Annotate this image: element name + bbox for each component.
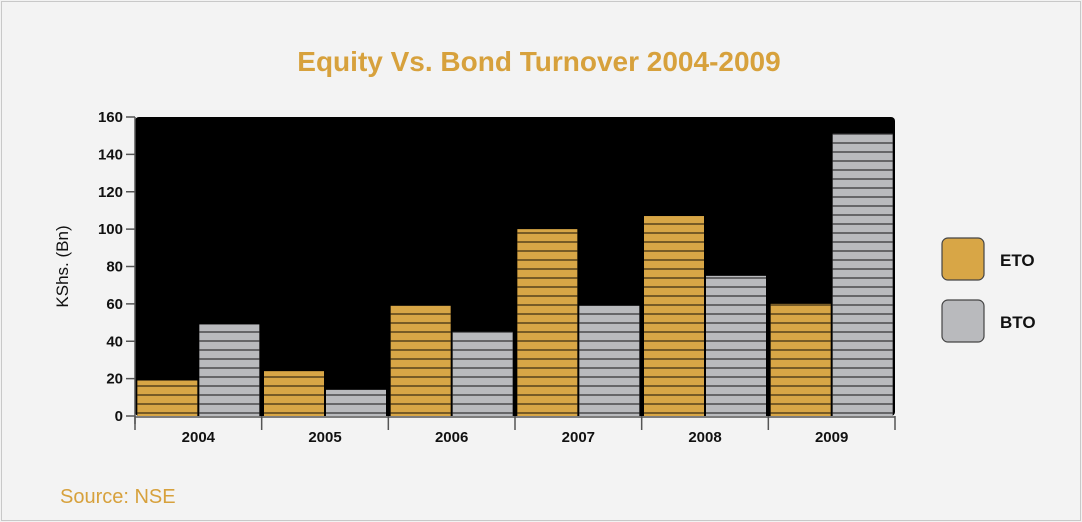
y-tick-label-160: 160 — [98, 109, 123, 126]
y-tick-label-80: 80 — [106, 259, 123, 276]
y-tick-label-40: 40 — [106, 333, 123, 350]
chart-title: Equity Vs. Bond Turnover 2004-2009 — [297, 46, 781, 77]
plot-area — [135, 117, 895, 416]
legend-swatch-bto — [941, 299, 985, 343]
bar-stripes-eto-2004 — [137, 380, 198, 416]
bars-group — [137, 133, 893, 416]
x-axis: 2004 2005 2006 2007 2008 2009 — [134, 416, 896, 446]
bar-stripes-eto-2005 — [264, 371, 324, 416]
x-tick-label-2007: 2007 — [562, 429, 595, 446]
bar-stripes-bto-2008 — [706, 275, 766, 416]
bar-stripes-bto-2009 — [832, 133, 893, 416]
y-tick-label-100: 100 — [98, 221, 123, 238]
y-axis: 0 20 40 60 80 100 120 140 160 — [98, 109, 136, 425]
x-tick-label-2006: 2006 — [435, 429, 468, 446]
legend-label-eto: ETO — [1000, 251, 1035, 270]
y-tick-label-0: 0 — [115, 408, 123, 425]
y-tick-label-140: 140 — [98, 146, 123, 163]
x-tick-label-2008: 2008 — [688, 429, 721, 446]
y-axis-label: KShs. (Bn) — [53, 225, 72, 307]
bar-stripes-eto-2008 — [644, 216, 704, 416]
bar-stripes-eto-2007 — [517, 229, 578, 416]
bar-stripes-eto-2006 — [390, 305, 451, 416]
legend-label-bto: BTO — [1000, 313, 1036, 332]
y-tick-label-20: 20 — [106, 371, 123, 388]
bar-stripes-bto-2006 — [452, 331, 513, 416]
bar-stripes-bto-2005 — [326, 389, 386, 416]
bar-stripes-eto-2009 — [770, 303, 831, 416]
x-tick-label-2009: 2009 — [815, 429, 848, 446]
y-tick-label-60: 60 — [106, 296, 123, 313]
legend-swatch-eto — [941, 237, 985, 281]
x-tick-label-2005: 2005 — [308, 429, 341, 446]
source-note: Source: NSE — [60, 486, 176, 508]
bar-stripes-bto-2007 — [579, 305, 640, 416]
legend: ETO BTO — [941, 237, 1036, 343]
x-tick-label-2004: 2004 — [182, 429, 216, 446]
bar-stripes-bto-2004 — [199, 324, 260, 416]
y-tick-label-120: 120 — [98, 184, 123, 201]
